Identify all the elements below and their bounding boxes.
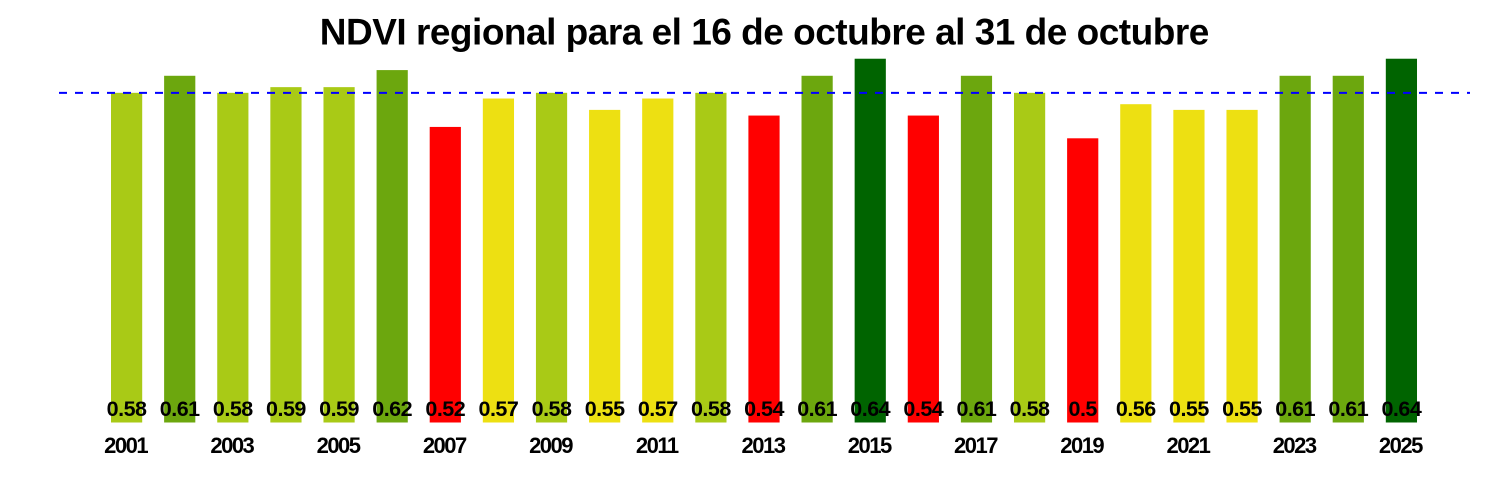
svg-text:2017: 2017 [954, 433, 998, 458]
svg-text:2007: 2007 [423, 433, 467, 458]
svg-text:0.55: 0.55 [585, 397, 625, 421]
svg-text:0.61: 0.61 [1328, 397, 1368, 421]
svg-text:2001: 2001 [104, 433, 148, 458]
svg-text:0.59: 0.59 [319, 397, 359, 421]
svg-text:2009: 2009 [529, 433, 573, 458]
svg-text:0.58: 0.58 [532, 397, 572, 421]
svg-text:0.58: 0.58 [213, 397, 253, 421]
svg-text:2011: 2011 [636, 433, 679, 458]
svg-text:0.57: 0.57 [638, 397, 678, 421]
svg-text:2015: 2015 [848, 433, 892, 458]
svg-text:2019: 2019 [1060, 433, 1104, 458]
svg-text:0.5: 0.5 [1069, 397, 1098, 421]
svg-text:0.54: 0.54 [744, 397, 784, 421]
svg-text:0.58: 0.58 [107, 397, 147, 421]
svg-text:0.52: 0.52 [425, 397, 465, 421]
svg-text:0.56: 0.56 [1116, 397, 1156, 421]
svg-text:0.61: 0.61 [797, 397, 837, 421]
svg-text:0.58: 0.58 [1010, 397, 1050, 421]
svg-text:0.55: 0.55 [1169, 397, 1209, 421]
svg-text:NDVI regional para el 16 de oc: NDVI regional para el 16 de octubre al 3… [320, 12, 1209, 53]
svg-text:2023: 2023 [1273, 433, 1317, 458]
svg-text:0.55: 0.55 [1222, 397, 1262, 421]
svg-text:0.61: 0.61 [160, 397, 200, 421]
svg-text:0.57: 0.57 [478, 397, 518, 421]
svg-text:0.64: 0.64 [1381, 397, 1421, 421]
svg-text:2021: 2021 [1166, 433, 1210, 458]
svg-text:0.59: 0.59 [266, 397, 306, 421]
svg-text:2013: 2013 [742, 433, 786, 458]
svg-text:0.64: 0.64 [850, 397, 890, 421]
svg-text:2005: 2005 [317, 433, 361, 458]
svg-text:0.62: 0.62 [372, 397, 412, 421]
svg-text:0.54: 0.54 [903, 397, 943, 421]
svg-text:0.61: 0.61 [1275, 397, 1315, 421]
svg-text:2003: 2003 [210, 433, 254, 458]
svg-text:0.61: 0.61 [957, 397, 997, 421]
svg-text:0.58: 0.58 [691, 397, 731, 421]
svg-text:2025: 2025 [1379, 433, 1423, 458]
